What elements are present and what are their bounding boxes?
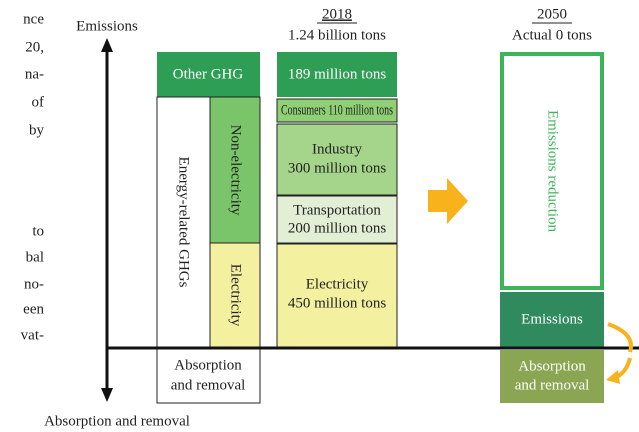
label: Emissions [521,311,583,327]
box [156,96,211,349]
axis-label: Absorption and removal [44,413,190,429]
label: Emissions reduction [545,110,561,233]
box [156,347,261,404]
label: Electricity [306,276,369,292]
label: Industry [312,141,362,157]
text-line: bal [26,249,44,265]
text-line: of [32,94,45,110]
text-line: vat- [21,327,44,343]
label: and removal [171,377,246,393]
box [157,52,260,97]
box [276,98,398,123]
label: 450 million tons [288,295,387,311]
arrow [428,178,468,224]
text-line: 20, [25,39,44,55]
label: and removal [515,377,590,393]
arrow-head [101,38,113,52]
box [276,195,398,244]
axis-label: Emissions [76,18,138,34]
box [276,123,398,196]
text-line: by [29,122,45,138]
box [500,292,604,348]
text-line: no- [24,276,44,292]
total: 1.24 billion tons [288,27,386,43]
total: Actual 0 tons [512,27,592,43]
label: 200 million tons [288,220,387,236]
label: Absorption [518,358,586,374]
text-line: na- [25,66,44,82]
label: Consumers 110 million tons [281,102,393,118]
box [500,350,604,403]
year: 2018 [322,6,352,22]
arrow-head [101,388,113,402]
text-line: to [32,223,44,239]
box [209,242,261,349]
label: Absorption [174,357,242,373]
label: Energy-related GHGs [176,157,192,288]
label: Other GHG [173,66,244,82]
arrow-head [606,370,620,384]
label: Transportation [293,202,381,218]
label: Electricity [228,264,244,327]
label: Non-electricity [228,125,244,216]
text-line: een [23,301,44,317]
text-line: nce [23,11,44,27]
side-text: nce 20, na- of by to bal no- een vat- [21,11,45,343]
year: 2050 [537,6,567,22]
label: 300 million tons [288,160,387,176]
box [500,52,604,290]
box [277,52,397,97]
box [276,243,398,349]
curved-arrow [607,322,633,353]
label: 189 million tons [288,66,387,82]
